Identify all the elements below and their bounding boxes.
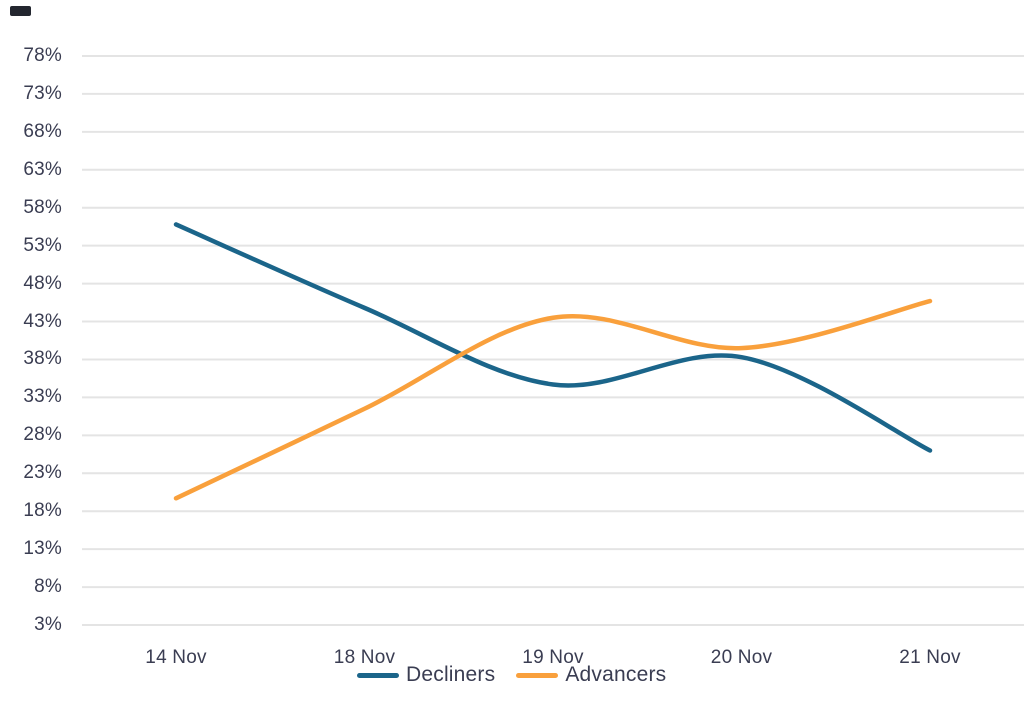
legend-label: Decliners	[406, 663, 496, 686]
y-axis-tick-label: 18%	[23, 500, 62, 522]
y-axis-tick-label: 68%	[23, 120, 62, 142]
y-axis-tick-label: 48%	[23, 272, 62, 294]
y-axis-tick-label: 33%	[23, 386, 62, 408]
y-axis-tick-label: 78%	[23, 45, 62, 66]
y-axis-tick-label: 63%	[23, 158, 62, 180]
y-axis-tick-label: 28%	[23, 424, 62, 446]
y-axis-tick-label: 73%	[23, 82, 62, 104]
y-axis-tick-label: 43%	[23, 310, 62, 332]
legend-line-swatch	[357, 672, 399, 678]
y-axis-tick-label: 53%	[23, 234, 62, 256]
y-axis-tick-label: 8%	[34, 576, 62, 598]
legend-item-advancers[interactable]: Advancers	[516, 663, 666, 687]
legend-item-decliners[interactable]: Decliners	[357, 663, 495, 687]
legend-label: Advancers	[565, 663, 667, 686]
y-axis-tick-label: 38%	[23, 348, 62, 370]
y-axis-tick-label: 58%	[23, 196, 62, 218]
chart-legend: Decliners Advancers	[357, 663, 666, 687]
x-axis-tick-label: 14 Nov	[145, 647, 207, 668]
y-axis-tick-label: 3%	[34, 614, 62, 635]
x-axis-tick-label: 19 Nov	[522, 647, 584, 668]
corner-mark	[10, 6, 31, 16]
legend-line-swatch	[516, 672, 559, 678]
y-axis-tick-label: 13%	[23, 538, 62, 560]
series-line-advancers	[173, 298, 933, 501]
x-axis-tick-label: 21 Nov	[899, 647, 961, 668]
x-axis-tick-label: 20 Nov	[710, 647, 773, 668]
series-line-decliners	[173, 222, 933, 453]
x-axis-tick-label: 18 Nov	[333, 647, 396, 668]
y-axis-tick-label: 23%	[23, 462, 62, 484]
